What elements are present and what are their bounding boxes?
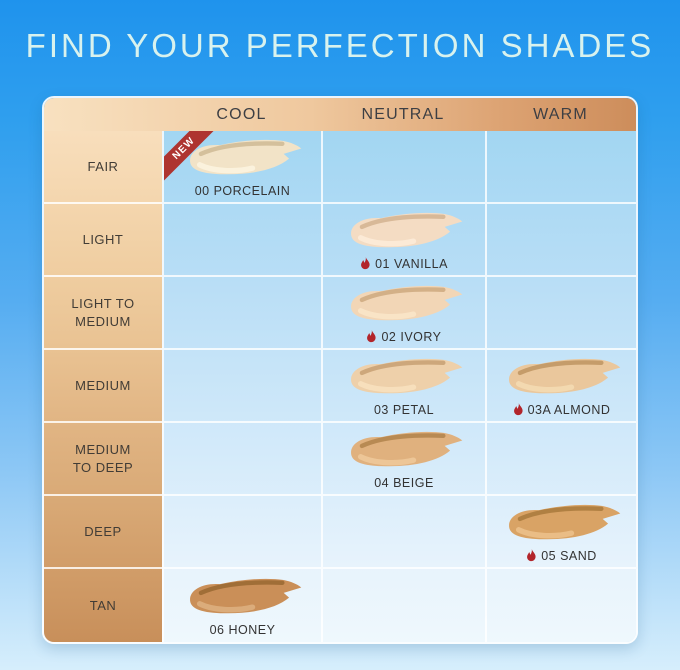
shade-name-text: 05 SAND <box>541 548 597 563</box>
shade-name-03-petal: 03 PETAL <box>374 403 434 417</box>
cell-medium-to-deep-warm <box>485 423 636 496</box>
shade-name-text: 00 PORCELAIN <box>194 183 291 198</box>
cell-medium-warm: 03A ALMOND <box>485 350 636 423</box>
shade-name-text: 03A ALMOND <box>527 402 611 417</box>
flame-icon <box>513 403 523 416</box>
cell-medium-neutral: 03 PETAL <box>321 350 485 423</box>
table-row-tan: TAN 06 HONEY <box>44 569 636 642</box>
table-header-row: COOL NEUTRAL WARM <box>44 98 636 131</box>
table-row-medium-to-deep: MEDIUM TO DEEP 04 BEIGE <box>44 423 636 496</box>
foundation-swatch-smear <box>351 358 463 393</box>
shade-name-text: 02 IVORY <box>381 329 442 344</box>
cell-light-warm <box>485 204 636 277</box>
shade-name-05-sand: 05 SAND <box>526 549 597 563</box>
column-header-cool: COOL <box>216 105 267 123</box>
row-label-tan: TAN <box>44 569 162 642</box>
row-label-deep: DEEP <box>44 496 162 569</box>
cell-medium-to-deep-cool <box>162 423 321 496</box>
cell-fair-cool: NEW 00 PORCELAIN <box>162 131 321 204</box>
table-row-deep: DEEP 05 SAND <box>44 496 636 569</box>
row-label-medium-to-deep: MEDIUM TO DEEP <box>44 423 162 496</box>
shade-name-text: 04 BEIGE <box>374 475 434 490</box>
row-label-medium: MEDIUM <box>44 350 162 423</box>
table-row-medium: MEDIUM 03 PETAL 03A ALMOND <box>44 350 636 423</box>
shade-name-text: 03 PETAL <box>373 402 435 417</box>
row-label-light: LIGHT <box>44 204 162 277</box>
foundation-swatch-smear <box>508 504 620 539</box>
foundation-swatch-smear <box>189 139 301 174</box>
shade-name-06-honey: 06 HONEY <box>210 623 276 637</box>
cell-light-to-medium-cool <box>162 277 321 350</box>
cell-tan-cool: 06 HONEY <box>162 569 321 642</box>
shade-name-04-beige: 04 BEIGE <box>374 476 434 490</box>
shade-table: COOL NEUTRAL WARM FAIR NEW 00 PORCELAIN LI… <box>42 96 638 644</box>
cell-deep-cool <box>162 496 321 569</box>
column-header-neutral: NEUTRAL <box>361 105 445 123</box>
cell-tan-neutral <box>321 569 485 642</box>
cell-light-cool <box>162 204 321 277</box>
flame-icon <box>361 257 370 270</box>
table-row-light-to-medium: LIGHT TO MEDIUM 02 IVORY <box>44 277 636 350</box>
foundation-swatch-smear <box>351 212 463 247</box>
row-label-fair: FAIR <box>44 131 162 204</box>
cell-deep-warm: 05 SAND <box>485 496 636 569</box>
flame-icon <box>527 549 536 562</box>
row-label-light-to-medium: LIGHT TO MEDIUM <box>44 277 162 350</box>
foundation-swatch-smear <box>508 358 620 393</box>
cell-medium-cool <box>162 350 321 423</box>
cell-light-to-medium-warm <box>485 277 636 350</box>
table-row-fair: FAIR NEW 00 PORCELAIN <box>44 131 636 204</box>
foundation-swatch-smear <box>189 578 301 613</box>
foundation-swatch-smear <box>351 285 463 320</box>
foundation-swatch-smear <box>351 431 463 466</box>
table-body: FAIR NEW 00 PORCELAIN LIGHT 01 VANILLA LIGH… <box>44 131 636 642</box>
cell-deep-neutral <box>321 496 485 569</box>
flame-icon <box>367 330 377 343</box>
table-row-light: LIGHT 01 VANILLA <box>44 204 636 277</box>
page-title: FIND YOUR PERFECTION SHADES <box>25 27 655 64</box>
cell-fair-neutral <box>321 131 485 204</box>
shade-name-02-ivory: 02 IVORY <box>366 330 441 344</box>
shade-name-text: 01 VANILLA <box>375 256 448 271</box>
shade-name-01-vanilla: 01 VANILLA <box>360 257 448 271</box>
cell-medium-to-deep-neutral: 04 BEIGE <box>321 423 485 496</box>
column-header-warm: WARM <box>533 105 588 123</box>
shade-name-text: 06 HONEY <box>209 622 276 637</box>
cell-light-to-medium-neutral: 02 IVORY <box>321 277 485 350</box>
cell-tan-warm <box>485 569 636 642</box>
cell-fair-warm <box>485 131 636 204</box>
shade-name-00-porcelain: 00 PORCELAIN <box>195 184 291 198</box>
shade-name-03a-almond: 03A ALMOND <box>513 403 611 417</box>
cell-light-neutral: 01 VANILLA <box>321 204 485 277</box>
